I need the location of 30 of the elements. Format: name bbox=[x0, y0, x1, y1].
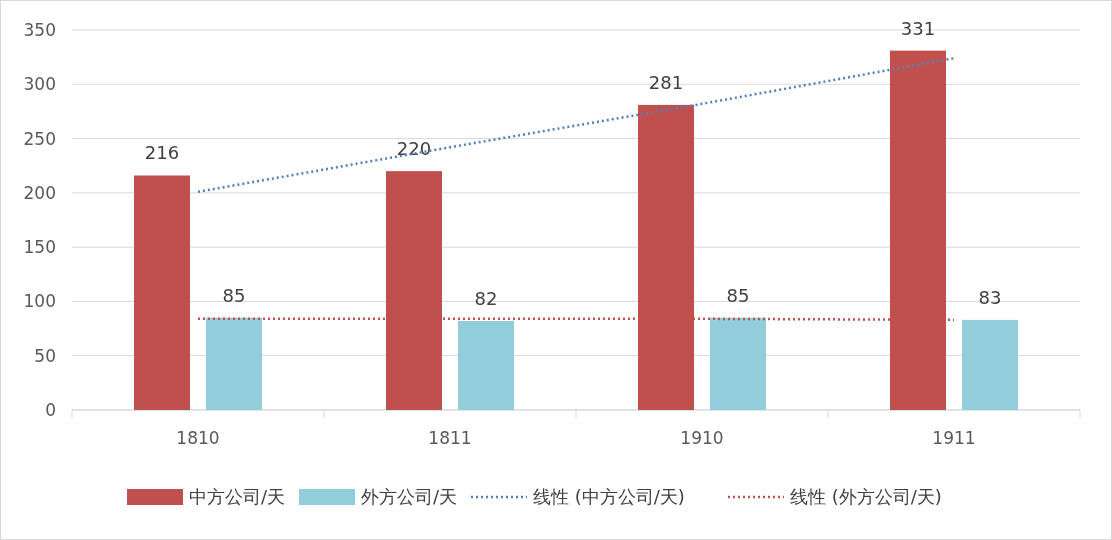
bar bbox=[710, 317, 766, 410]
y-tick-label: 200 bbox=[23, 182, 56, 203]
data-label: 82 bbox=[474, 287, 498, 309]
y-tick-label: 300 bbox=[23, 74, 56, 95]
bar bbox=[962, 319, 1018, 410]
bar bbox=[206, 317, 262, 410]
x-tick-label: 1910 bbox=[680, 428, 724, 448]
data-label: 220 bbox=[396, 138, 432, 160]
x-tick-label: 1911 bbox=[932, 428, 976, 448]
bar bbox=[458, 320, 514, 410]
data-label: 331 bbox=[900, 17, 936, 39]
y-tick-label: 100 bbox=[23, 291, 56, 312]
x-tick-label: 1811 bbox=[428, 428, 472, 448]
legend-label: 外方公司/天 bbox=[361, 486, 458, 508]
legend-label: 中方公司/天 bbox=[189, 486, 286, 508]
data-label: 85 bbox=[222, 284, 246, 306]
legend-label: 线性 (外方公司/天) bbox=[790, 486, 942, 508]
y-tick-label: 350 bbox=[23, 19, 56, 40]
y-tick-label: 150 bbox=[23, 237, 56, 258]
y-tick-label: 250 bbox=[23, 128, 56, 149]
line-series bbox=[196, 56, 956, 194]
data-label: 281 bbox=[648, 71, 684, 93]
data-label: 83 bbox=[978, 286, 1002, 308]
y-tick-label: 50 bbox=[34, 345, 56, 366]
x-tick-label: 1810 bbox=[176, 428, 220, 448]
data-label: 85 bbox=[726, 284, 750, 306]
data-label: 216 bbox=[144, 142, 180, 164]
legend-label: 线性 (中方公司/天) bbox=[533, 486, 685, 508]
bar bbox=[134, 175, 190, 410]
y-tick-label: 0 bbox=[45, 399, 56, 420]
